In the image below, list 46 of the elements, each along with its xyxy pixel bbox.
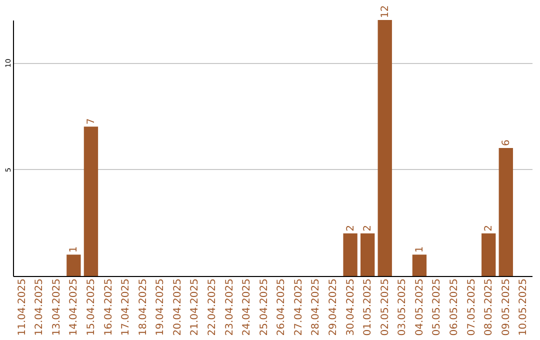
x-tick-label: 12.04.2025 xyxy=(34,278,46,336)
x-tick-label: 02.05.2025 xyxy=(380,278,391,336)
x-tick-label: 19.04.2025 xyxy=(155,278,166,336)
data-label: 2 xyxy=(362,224,374,232)
x-tick-label: 26.04.2025 xyxy=(276,278,288,336)
x-tick-label: 16.04.2025 xyxy=(103,278,114,336)
data-label: 2 xyxy=(484,224,495,232)
bar xyxy=(343,233,358,276)
x-tick-label: 17.04.2025 xyxy=(120,278,132,336)
data-label: 1 xyxy=(68,246,80,253)
x-tick-label: 27.04.2025 xyxy=(293,278,304,336)
x-tick-label: 30.04.2025 xyxy=(345,278,356,336)
bar xyxy=(482,233,496,276)
x-tick-label: 29.04.2025 xyxy=(328,278,340,336)
x-tick-label: 18.04.2025 xyxy=(138,278,149,336)
x-tick-label: 08.05.2025 xyxy=(484,278,495,336)
x-tick-label: 04.05.2025 xyxy=(414,278,426,336)
bar xyxy=(360,233,375,276)
bar xyxy=(498,148,513,276)
data-label: 12 xyxy=(380,5,391,18)
bar xyxy=(84,126,98,276)
x-tick-label: 15.04.2025 xyxy=(86,278,97,336)
data-label: 7 xyxy=(86,118,97,125)
x-tick-label: 10.05.2025 xyxy=(518,278,530,336)
x-tick-label: 03.05.2025 xyxy=(397,278,408,336)
bar xyxy=(378,20,392,276)
x-tick-label: 06.05.2025 xyxy=(449,278,460,336)
x-tick-label: 11.04.2025 xyxy=(16,278,28,336)
bar xyxy=(66,254,81,276)
bar xyxy=(412,254,427,276)
data-label: 1 xyxy=(414,246,426,253)
x-tick-label: 23.04.2025 xyxy=(224,278,236,336)
x-tick-label: 05.05.2025 xyxy=(432,278,443,336)
x-tick-label: 13.04.2025 xyxy=(51,278,62,336)
x-tick-label: 14.04.2025 xyxy=(68,278,80,336)
x-tick-label: 09.05.2025 xyxy=(500,278,512,336)
x-tick-label: 01.05.2025 xyxy=(362,278,374,336)
data-label: 2 xyxy=(345,224,356,232)
x-tick-label: 28.04.2025 xyxy=(310,278,322,336)
x-tick-label: 20.04.2025 xyxy=(172,278,184,336)
x-tick-label: 24.04.2025 xyxy=(242,278,253,336)
x-tick-label: 07.05.2025 xyxy=(466,278,478,336)
x-tick-label: 21.04.2025 xyxy=(190,278,201,336)
x-tick-label: 22.04.2025 xyxy=(206,278,218,336)
x-tick-label: 25.04.2025 xyxy=(258,278,270,336)
data-label: 6 xyxy=(500,140,512,146)
